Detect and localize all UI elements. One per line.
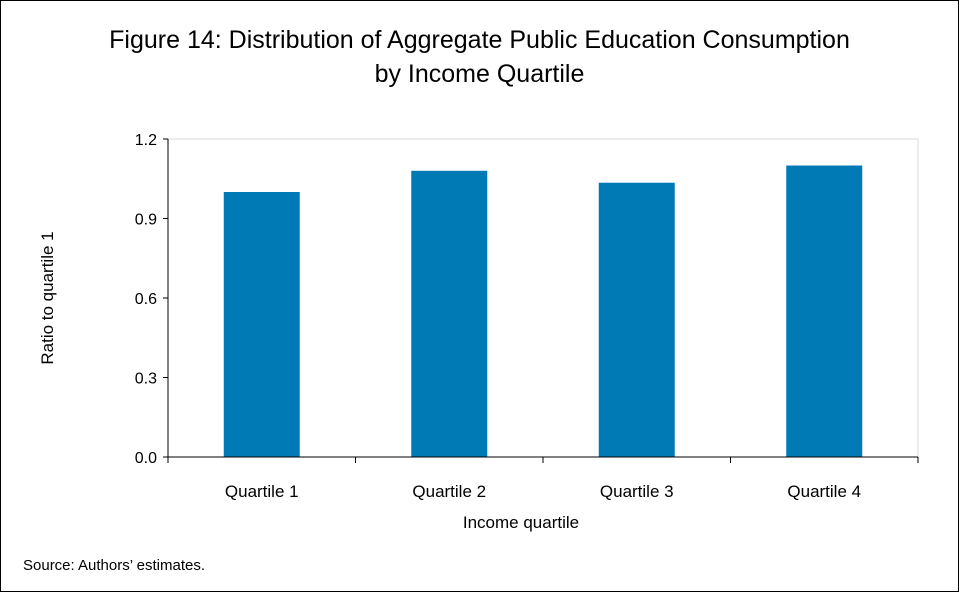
bar-quartile-1 (223, 192, 300, 457)
y-tick-label: 0.0 (135, 450, 157, 467)
figure-title: Figure 14: Distribution of Aggregate Pub… (1, 23, 958, 91)
x-tick-label: Quartile 1 (225, 482, 299, 501)
bar-quartile-3 (598, 182, 675, 457)
bar-quartile-4 (786, 165, 863, 457)
bars (223, 165, 863, 458)
x-tick-label: Quartile 3 (600, 482, 674, 501)
x-tick-label: Quartile 2 (412, 482, 486, 501)
figure-title-line-2: by Income Quartile (374, 60, 585, 88)
y-tick-label: 0.3 (135, 371, 157, 388)
x-axis-title: Income quartile (463, 513, 579, 532)
figure-title-line-1: Figure 14: Distribution of Aggregate Pub… (109, 26, 850, 54)
y-tick-label: 0.6 (135, 291, 157, 308)
y-tick-label: 1.2 (135, 132, 157, 149)
x-axis-ticks: Quartile 1 Quartile 2 Quartile 3 Quartile 4 (167, 457, 919, 501)
bar-quartile-2 (411, 170, 488, 458)
x-tick-label: Quartile 4 (787, 482, 861, 501)
y-axis-ticks: 0.0 0.3 0.6 0.9 1.2 (135, 132, 168, 467)
source-note: Source: Authors’ estimates. (23, 557, 206, 574)
y-axis-title: Ratio to quartile 1 (38, 231, 57, 364)
y-tick-label: 0.9 (135, 212, 157, 229)
